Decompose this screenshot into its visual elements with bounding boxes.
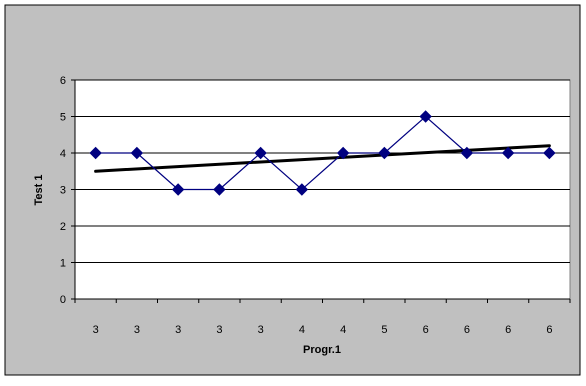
data-point bbox=[254, 146, 267, 160]
y-tick-label: 1 bbox=[60, 258, 66, 270]
y-tick-label: 2 bbox=[60, 221, 66, 233]
series-layer bbox=[89, 110, 556, 196]
x-tick-label: 6 bbox=[423, 324, 429, 336]
y-tick-label: 0 bbox=[60, 294, 66, 306]
x-tick-label: 4 bbox=[340, 324, 346, 336]
data-point bbox=[89, 146, 102, 160]
x-tick-label: 3 bbox=[175, 324, 181, 336]
data-point bbox=[501, 146, 515, 160]
trendline bbox=[94, 144, 551, 173]
x-axis-title: Progr.1 bbox=[303, 344, 341, 356]
data-point bbox=[213, 183, 226, 196]
data-point bbox=[460, 146, 474, 160]
x-tick-label: 6 bbox=[505, 324, 511, 336]
data-point bbox=[130, 146, 144, 160]
x-tick-label: 6 bbox=[546, 324, 552, 336]
x-tick-label: 3 bbox=[216, 324, 222, 336]
data-point bbox=[295, 183, 309, 196]
x-tick-label: 3 bbox=[93, 324, 99, 336]
trendline-layer bbox=[94, 144, 551, 173]
y-axis-title: Test 1 bbox=[33, 175, 45, 206]
data-point bbox=[419, 110, 432, 123]
x-tick-label: 6 bbox=[464, 324, 470, 336]
y-tick-label: 4 bbox=[60, 148, 66, 160]
x-tick-label: 5 bbox=[381, 324, 387, 336]
y-tick-label: 6 bbox=[60, 75, 66, 87]
x-tick-label: 4 bbox=[299, 324, 305, 336]
y-tick-label: 5 bbox=[60, 112, 66, 124]
x-tick-label: 3 bbox=[258, 324, 264, 336]
data-point bbox=[171, 183, 185, 196]
y-tick-label: 3 bbox=[60, 185, 66, 197]
x-tick-label: 3 bbox=[134, 324, 140, 336]
data-point bbox=[543, 146, 556, 160]
y-axis: 0 1 2 3 4 5 6 bbox=[60, 75, 76, 306]
series-line bbox=[95, 115, 550, 191]
x-axis: 3 3 3 3 3 4 4 5 6 6 6 6 bbox=[74, 298, 571, 336]
data-point bbox=[378, 146, 391, 160]
data-point bbox=[336, 146, 350, 160]
